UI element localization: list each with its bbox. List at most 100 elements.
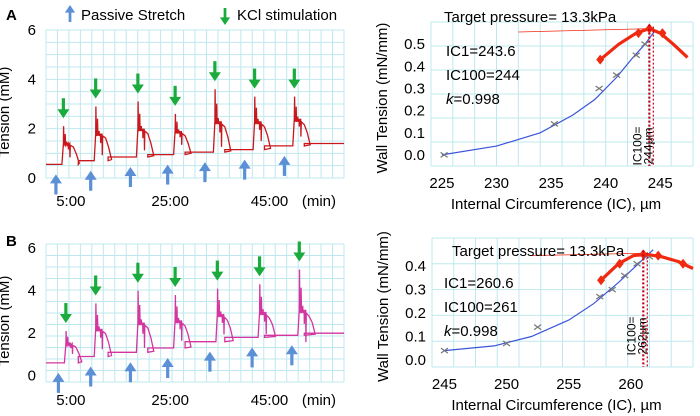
x-tick-label: 45:00 — [251, 392, 289, 409]
arrow-head — [293, 252, 306, 262]
passive-stretch-arrow-icon — [278, 155, 291, 176]
passive-stretch-arrow-icon — [64, 5, 76, 22]
ic1-label: IC1=260.6 — [444, 275, 514, 292]
data-point-marker — [440, 347, 449, 354]
k-symbol: k — [446, 91, 455, 108]
y-tick-label: 6 — [28, 240, 36, 257]
x-tick-label: 5:00 — [56, 193, 85, 210]
kcl-arrow-icon — [169, 266, 182, 287]
data-point-marker — [620, 272, 629, 279]
kcl-arrow-icon — [89, 78, 102, 99]
y-tick-label: 0.1 — [404, 125, 425, 142]
kcl-arrow-icon — [219, 8, 231, 25]
pressure-marker — [658, 28, 667, 39]
pressure-marker — [654, 250, 663, 261]
x-tick-label: 230 — [484, 175, 509, 192]
y-axis-label: Tension (mM) — [0, 67, 13, 158]
arrow-head — [253, 267, 266, 277]
x-tick-label: 5:00 — [56, 392, 85, 409]
passive-stretch-arrow-icon — [238, 159, 251, 180]
kcl-arrow-icon — [211, 260, 224, 281]
legend-passive-label: Passive Stretch — [81, 7, 185, 24]
passive-stretch-arrow-icon — [161, 358, 174, 379]
y-tick-label: 0.4 — [405, 258, 426, 275]
kcl-arrow-icon — [131, 73, 144, 94]
target-pressure-line — [531, 252, 644, 256]
passive-stretch-arrow-icon — [124, 167, 137, 188]
y-tick-label: 0.5 — [404, 36, 425, 53]
y-tick-label: 0.3 — [404, 80, 425, 97]
arrow-head — [278, 155, 291, 165]
y-tick-label: 2 — [28, 325, 36, 342]
x-tick-label: 45:00 — [251, 193, 289, 210]
x-tick-label: 235 — [539, 175, 564, 192]
passive-stretch-arrow-icon — [49, 174, 62, 195]
passive-stretch-arrow-icon — [84, 366, 97, 387]
wall-tension-chart-b: 0.0 0.1 0.2 0.3 0.4 245 250 255 260 Internal Circ… — [375, 231, 694, 414]
data-point-marker — [550, 120, 559, 127]
legend: Passive Stretch KCl stimulation — [64, 5, 337, 25]
pressure-marker — [645, 23, 654, 34]
x-tick-label: 25:00 — [151, 193, 189, 210]
kcl-arrow-icon — [59, 303, 72, 324]
arrow-head — [248, 79, 261, 89]
arrow-head — [238, 159, 251, 169]
passive-stretch-arrow-icon — [64, 5, 76, 22]
data-point-marker — [632, 52, 641, 59]
y-tick-label: 0 — [28, 368, 36, 385]
y-tick-label: 0.0 — [404, 147, 425, 164]
plot-grid — [45, 29, 345, 179]
tension-trace-chart-b: 0 2 4 6 Tension (mM) 5:00 25:00 45:00 (min) — [0, 240, 345, 409]
arrow-head — [285, 345, 298, 355]
data-point-marker — [595, 85, 603, 92]
arrow-head — [89, 89, 102, 99]
x-axis-unit-label: (min) — [302, 193, 336, 210]
arrow-head — [169, 96, 182, 106]
x-tick-label: 225 — [429, 175, 454, 192]
y-axis-label: Tension (mM) — [0, 276, 13, 367]
kcl-arrow-icon — [293, 241, 306, 262]
passive-stretch-arrow-icon — [161, 164, 174, 185]
k-symbol: k — [444, 323, 453, 340]
data-point-marker — [612, 72, 621, 79]
pressure-curve-line — [599, 27, 689, 61]
data-point-marker — [440, 151, 448, 158]
x-tick-label: 240 — [593, 175, 618, 192]
ic100-label: IC100=244 — [446, 67, 520, 84]
k-value-label: k=0.998 — [446, 91, 500, 108]
kcl-arrow-icon — [253, 256, 266, 277]
y-tick-label: 0 — [28, 170, 36, 187]
data-point-marker — [633, 260, 641, 267]
pressure-marker — [634, 28, 643, 39]
y-tick-label: 4 — [28, 71, 36, 88]
arrow-head — [169, 277, 182, 287]
passive-stretch-arrow-icon — [52, 372, 65, 393]
arrow-head — [64, 5, 76, 13]
kcl-arrow-icon — [131, 262, 144, 283]
pressure-marker — [679, 258, 688, 269]
kcl-arrow-icon — [288, 68, 301, 89]
y-tick-label: 0.4 — [404, 58, 425, 75]
arrow-head — [131, 273, 144, 283]
kcl-arrow-icon — [208, 61, 221, 82]
ic100-rotated-label: IC100= — [630, 126, 644, 165]
x-tick-label: 245 — [648, 175, 673, 192]
plot-grid — [45, 243, 345, 383]
passive-stretch-arrow-icon — [124, 362, 137, 383]
arrow-head — [198, 162, 211, 172]
ic100-label: IC100=261 — [444, 299, 518, 316]
pressure-marker — [615, 258, 624, 269]
passive-stretch-arrow-icon — [203, 351, 216, 372]
data-point-marker — [502, 340, 511, 347]
k-value: =0.998 — [454, 91, 500, 108]
passive-stretch-arrow-icon — [84, 170, 97, 191]
arrow-head — [211, 271, 224, 281]
arrow-head — [161, 358, 174, 368]
x-axis-label: Internal Circumference (IC), µm — [451, 196, 661, 213]
arrow-head — [52, 372, 65, 382]
y-tick-label: 0.2 — [404, 103, 425, 120]
arrow-head — [203, 351, 216, 361]
y-tick-label: 6 — [28, 22, 36, 39]
arrow-head — [84, 170, 97, 180]
